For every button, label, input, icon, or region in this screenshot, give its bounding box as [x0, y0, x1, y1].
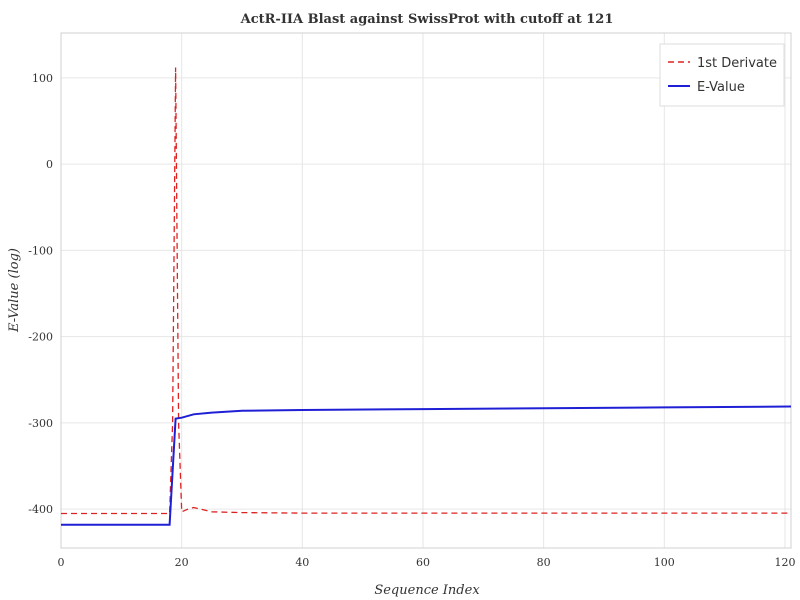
- x-tick-label: 100: [654, 556, 675, 569]
- y-tick-label: -400: [28, 503, 53, 516]
- x-tick-label: 40: [295, 556, 309, 569]
- y-tick-label: -200: [28, 331, 53, 344]
- x-axis-label: Sequence Index: [374, 583, 480, 598]
- y-tick-label: -300: [28, 417, 53, 430]
- legend-label-1st-derivate: 1st Derivate: [697, 56, 777, 71]
- plot-frame: [60, 32, 792, 549]
- y-axis-label: E-Value (log): [7, 248, 22, 333]
- x-tick-label: 60: [416, 556, 430, 569]
- y-tick-label: 100: [32, 72, 53, 85]
- legend-box: [659, 43, 785, 107]
- series-layer: [61, 67, 792, 526]
- tick-labels: 0 20 40 60 80 100 120 -400 -300 -200 -100 0 100: [28, 72, 795, 569]
- x-tick-label: 20: [175, 556, 189, 569]
- chart-title: ActR-IIA Blast against SwissProt with cu…: [240, 12, 614, 27]
- y-tick-label: 0: [46, 158, 53, 171]
- legend-label-e-value: E-Value: [697, 80, 745, 95]
- legend: 1st Derivate E-Value: [659, 43, 785, 107]
- x-tick-label: 0: [58, 556, 65, 569]
- series-line-e-value: [61, 405, 792, 526]
- x-tick-label: 120: [774, 556, 795, 569]
- y-tick-label: -100: [28, 244, 53, 257]
- x-tick-label: 80: [537, 556, 551, 569]
- series-line-1st-derivate: [61, 67, 791, 515]
